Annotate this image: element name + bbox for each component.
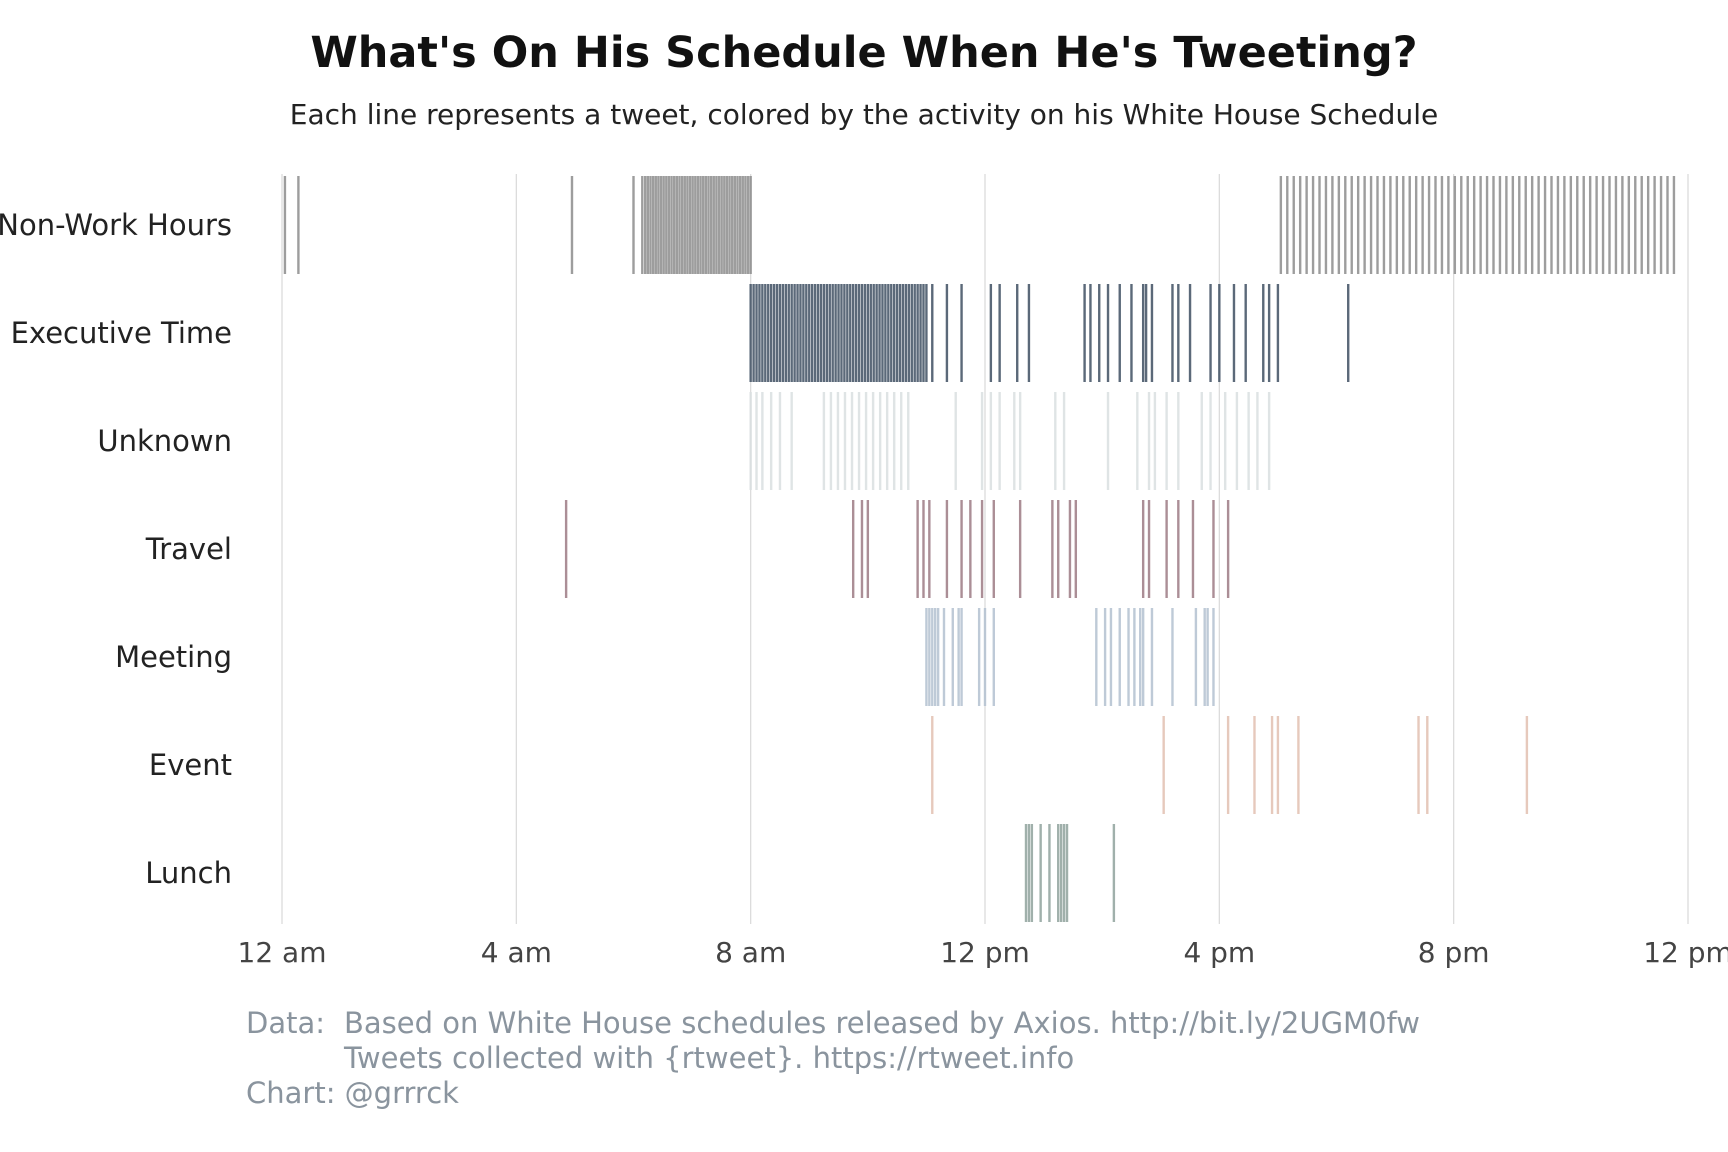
chart-caption: Data: Based on White House schedules rel…: [246, 1006, 1420, 1111]
chart-title: What's On His Schedule When He's Tweetin…: [310, 28, 1418, 78]
tweet-row: [749, 284, 1350, 382]
caption-data-label: Data:: [246, 1006, 326, 1040]
x-tick-label: 12 pm: [1643, 936, 1728, 969]
y-category-label: Lunch: [145, 856, 232, 890]
caption-data-line-1: Based on White House schedules released …: [344, 1006, 1420, 1040]
y-category-label: Event: [149, 748, 232, 782]
y-category-label: Non-Work Hours: [0, 208, 232, 242]
x-tick-label: 12 pm: [940, 936, 1030, 969]
x-tick-label: 8 am: [715, 936, 786, 969]
tweet-row: [925, 608, 1215, 706]
chart-subtitle: Each line represents a tweet, colored by…: [289, 98, 1439, 131]
x-axis-labels: 12 am 4 am 8 am 12 pm 4 pm 8 pm 12 pm: [238, 936, 1728, 969]
tweet-row: [283, 176, 1676, 274]
tweet-row: [749, 392, 1271, 490]
tweet-marks: [283, 176, 1676, 922]
x-tick-label: 8 pm: [1418, 936, 1490, 969]
y-axis-labels: Non-Work Hours Executive Time Unknown Trave…: [0, 208, 232, 890]
caption-data-line-2: Tweets collected with {rtweet}. https://…: [344, 1041, 1075, 1075]
tweet-row: [564, 500, 1230, 598]
y-category-label: Travel: [145, 532, 232, 566]
y-category-label: Executive Time: [11, 316, 232, 350]
x-tick-label: 4 am: [481, 936, 552, 969]
x-tick-label: 4 pm: [1183, 936, 1255, 969]
tweet-row: [1024, 824, 1116, 922]
y-category-label: Unknown: [97, 424, 232, 458]
caption-chart-credit: Chart: @grrrck: [246, 1076, 459, 1110]
x-tick-label: 12 am: [238, 936, 327, 969]
y-category-label: Meeting: [115, 640, 232, 674]
grid-lines: [281, 174, 1689, 924]
tweet-row: [931, 716, 1529, 814]
